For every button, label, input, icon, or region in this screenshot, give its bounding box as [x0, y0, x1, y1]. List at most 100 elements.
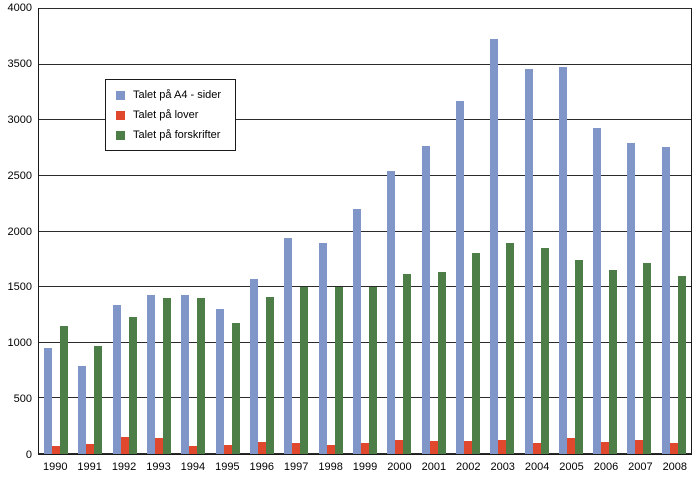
- bar: [112, 304, 121, 454]
- bar-group-2007: [622, 9, 656, 454]
- legend-swatch-icon: [116, 130, 125, 140]
- y-tick-label: 500: [13, 393, 32, 406]
- bar-group-1996: [245, 9, 279, 454]
- x-tick-label: 1993: [146, 461, 171, 473]
- x-tick-label: 1992: [111, 461, 137, 473]
- bar: [558, 66, 567, 454]
- bar-group-2002: [451, 9, 485, 454]
- bar: [128, 317, 137, 454]
- bar: [540, 248, 549, 454]
- bar: [60, 326, 69, 454]
- bar: [609, 270, 618, 454]
- bar-group-1997: [279, 9, 313, 454]
- bar-group-2006: [588, 9, 622, 454]
- bar: [292, 442, 301, 454]
- bar: [455, 101, 464, 454]
- x-tick-label: 2007: [628, 461, 653, 473]
- y-tick-label: 2500: [7, 169, 32, 182]
- x-tick-label: 2000: [387, 461, 412, 473]
- gridline: [39, 397, 691, 399]
- bar-group-1994: [176, 9, 210, 454]
- gridline: [39, 63, 691, 65]
- x-tick-label: 2004: [524, 461, 550, 473]
- legend-swatch-icon: [116, 90, 125, 100]
- legend-item: Talet på forskrifter: [116, 129, 221, 141]
- bar: [163, 298, 172, 454]
- bar-group-2005: [554, 9, 588, 454]
- gridline: [39, 174, 691, 176]
- bar: [352, 209, 361, 454]
- y-axis: 0 500 1000 1500 2000 2500 3000 3500 4000: [0, 2, 34, 461]
- x-tick-label: 2002: [456, 461, 481, 473]
- bar: [566, 438, 575, 454]
- bar: [403, 273, 412, 454]
- x-tick-label: 1999: [352, 461, 378, 473]
- bar: [471, 252, 480, 454]
- bar: [318, 242, 327, 454]
- bar: [368, 287, 377, 454]
- bar: [490, 39, 499, 454]
- gridline: [39, 119, 691, 121]
- bar: [532, 442, 541, 454]
- bar: [86, 444, 95, 454]
- bar-group-2000: [382, 9, 416, 454]
- bar: [52, 446, 61, 454]
- bar: [360, 442, 369, 454]
- bar: [574, 260, 583, 454]
- bar: [524, 69, 533, 454]
- bar: [120, 437, 129, 454]
- y-tick-label: 4000: [7, 2, 32, 14]
- bar: [463, 441, 472, 454]
- gridline: [39, 341, 691, 343]
- bar: [669, 442, 678, 454]
- x-tick-label: 2003: [490, 461, 515, 473]
- bar: [181, 294, 190, 454]
- bar: [506, 242, 515, 454]
- bar: [643, 262, 652, 454]
- y-tick-label: 3000: [7, 113, 32, 126]
- bar-group-1992: [108, 9, 142, 454]
- bar-group-1998: [314, 9, 348, 454]
- x-tick-label: 1997: [283, 461, 309, 473]
- x-tick-label: 2001: [421, 461, 447, 473]
- plot-area: Talet på A4 - sider Talet på lover Talet p…: [38, 8, 692, 455]
- gridline: [39, 230, 691, 232]
- bar: [231, 323, 240, 454]
- bar-group-2004: [519, 9, 553, 454]
- bar-group-2003: [485, 9, 519, 454]
- bar: [284, 238, 293, 454]
- bar: [78, 366, 87, 454]
- legend: Talet på A4 - sider Talet på lover Talet p…: [105, 79, 237, 151]
- x-axis: 1990 1991 1992 1993 1994 1995 1996 1997 1998 1999…: [38, 457, 692, 482]
- bar-group-1995: [211, 9, 245, 454]
- bar: [635, 440, 644, 454]
- x-tick-label: 1995: [215, 461, 240, 473]
- bar: [677, 276, 686, 454]
- legend-label: Talet på forskrifter: [133, 129, 221, 141]
- bar-group-2001: [416, 9, 450, 454]
- bar: [266, 297, 275, 454]
- bar: [593, 128, 602, 454]
- bar-group-1993: [142, 9, 176, 454]
- x-tick-label: 1990: [42, 461, 68, 473]
- bar: [334, 287, 343, 454]
- bar: [300, 287, 309, 454]
- x-tick-label: 1996: [249, 461, 274, 473]
- x-tick-label: 2008: [662, 461, 688, 473]
- bar: [215, 309, 224, 454]
- bar: [197, 298, 206, 454]
- bar: [94, 346, 103, 454]
- x-tick-label: 1991: [77, 461, 102, 473]
- bar: [601, 442, 610, 454]
- bars-container: [39, 9, 691, 454]
- bar: [421, 145, 430, 454]
- bar: [326, 445, 335, 454]
- bar: [429, 440, 438, 454]
- bar: [395, 440, 404, 454]
- bar-group-1990: [39, 9, 73, 454]
- bar: [155, 438, 164, 454]
- gridline: [39, 8, 691, 9]
- bar: [250, 279, 259, 454]
- x-tick-label: 1998: [318, 461, 343, 473]
- bar: [661, 146, 670, 454]
